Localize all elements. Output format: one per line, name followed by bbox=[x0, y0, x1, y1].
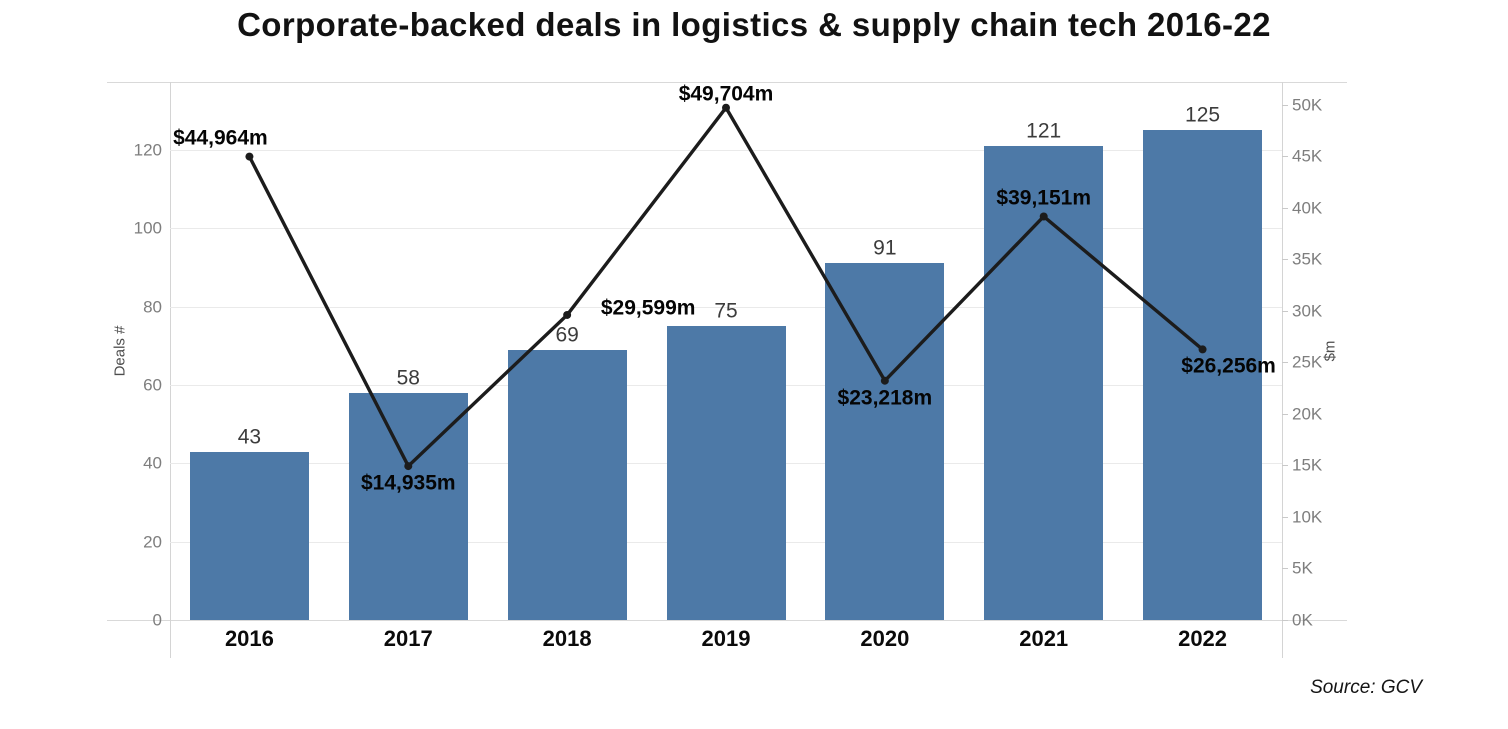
right-axis-tick-label: 25K bbox=[1292, 352, 1323, 372]
bar-2021 bbox=[984, 145, 1104, 620]
right-axis-tick-label: 40K bbox=[1292, 198, 1323, 218]
left-axis-tick-label: 60 bbox=[143, 375, 162, 395]
line-value-label-2022: $26,256m bbox=[1181, 354, 1276, 378]
chart-title: Corporate-backed deals in logistics & su… bbox=[237, 6, 1271, 43]
line-marker-2018 bbox=[563, 310, 572, 319]
gridline bbox=[170, 228, 1282, 230]
right-axis-tick-label: 30K bbox=[1292, 301, 1323, 321]
x-axis-label-2018: 2018 bbox=[542, 626, 592, 651]
bar-value-label-2022: 125 bbox=[1185, 103, 1221, 127]
line-value-label-2017: $14,935m bbox=[360, 471, 456, 495]
right-axis-title: $m bbox=[1321, 340, 1339, 362]
right-axis-tick-label: 50K bbox=[1292, 95, 1323, 115]
x-axis-label-2021: 2021 bbox=[1019, 626, 1069, 651]
right-axis-tick-label: 45K bbox=[1292, 146, 1323, 166]
bar-value-label-2020: 91 bbox=[873, 236, 897, 260]
line-value-label-2016: $44,964m bbox=[173, 126, 268, 150]
left-axis-tick-label: 80 bbox=[143, 297, 162, 317]
right-axis-tick-mark bbox=[1282, 259, 1288, 261]
right-axis-tick-mark bbox=[1282, 568, 1288, 570]
left-axis-tick-label: 120 bbox=[133, 140, 162, 160]
left-axis-tick-label: 0 bbox=[152, 610, 162, 630]
left-axis-title: Deals # bbox=[111, 325, 129, 377]
right-axis-tick-mark bbox=[1282, 413, 1288, 415]
bar-value-label-2019: 75 bbox=[714, 299, 738, 323]
left-axis-tick-label: 100 bbox=[133, 218, 162, 238]
bar-value-label-2018: 69 bbox=[555, 323, 579, 347]
bar-2020 bbox=[825, 263, 945, 620]
x-axis-label-2017: 2017 bbox=[383, 626, 433, 651]
right-axis-tick-label: 0K bbox=[1292, 610, 1313, 630]
bar-value-label-2017: 58 bbox=[396, 366, 420, 390]
x-axis-label-2022: 2022 bbox=[1178, 626, 1228, 651]
right-axis-tick-mark bbox=[1282, 104, 1288, 106]
right-axis-tick-mark bbox=[1282, 310, 1288, 312]
x-axis-label-2019: 2019 bbox=[701, 626, 751, 651]
bar-2016 bbox=[189, 451, 309, 620]
left-axis-tick-label: 20 bbox=[143, 532, 162, 552]
right-axis-tick-mark bbox=[1282, 156, 1288, 158]
x-axis-label-2016: 2016 bbox=[224, 626, 274, 651]
line-value-label-2019: $49,704m bbox=[678, 82, 774, 106]
line-marker-2016 bbox=[245, 152, 254, 161]
line-value-label-2018: $29,599m bbox=[600, 296, 696, 320]
right-axis-tick-label: 10K bbox=[1292, 507, 1323, 527]
x-axis-baseline bbox=[107, 620, 1347, 621]
left-axis-line bbox=[170, 82, 171, 658]
bar-value-label-2016: 43 bbox=[237, 425, 262, 448]
source-credit: Source: GCV bbox=[1310, 677, 1422, 698]
plot-frame-top bbox=[107, 82, 1347, 83]
left-axis-tick-label: 40 bbox=[143, 453, 162, 473]
right-axis-tick-mark bbox=[1282, 465, 1288, 467]
gridline bbox=[170, 149, 1282, 151]
bar-2018 bbox=[507, 349, 627, 620]
right-axis-tick-mark bbox=[1282, 207, 1288, 209]
right-axis-line bbox=[1282, 82, 1283, 658]
x-axis-label-2020: 2020 bbox=[860, 626, 910, 651]
right-axis-tick-label: 5K bbox=[1292, 558, 1313, 578]
bar-2019 bbox=[666, 326, 786, 620]
bar-value-label-2021: 121 bbox=[1026, 119, 1062, 143]
right-axis-tick-label: 35K bbox=[1292, 249, 1323, 269]
bar-2017 bbox=[348, 392, 468, 620]
right-axis-tick-label: 20K bbox=[1292, 404, 1323, 424]
right-axis-tick-mark bbox=[1282, 516, 1288, 518]
line-value-label-2021: $39,151m bbox=[996, 186, 1091, 210]
line-value-label-2020: $23,218m bbox=[837, 386, 933, 410]
right-axis-tick-label: 15K bbox=[1292, 455, 1323, 475]
right-axis-tick-mark bbox=[1282, 362, 1288, 364]
right-axis-tick-mark bbox=[1282, 620, 1288, 621]
